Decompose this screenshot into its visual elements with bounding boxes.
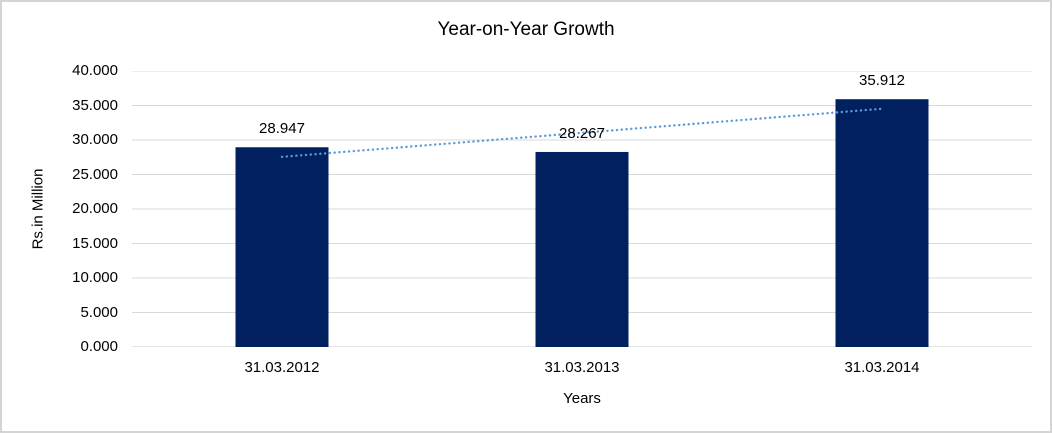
y-tick-label: 30.000 [72, 131, 118, 148]
x-tick-label: 31.03.2014 [844, 359, 920, 376]
bar-value-label: 28.267 [559, 124, 605, 142]
x-tick-label: 31.03.2013 [544, 359, 620, 376]
x-tick-label: 31.03.2012 [244, 359, 320, 376]
y-tick-label: 10.000 [72, 269, 118, 286]
x-axis-title: Years [563, 390, 601, 407]
y-tick-label: 5.000 [80, 303, 118, 321]
trendline [280, 107, 884, 159]
chart-title: Year-on-Year Growth [437, 19, 615, 40]
bar-value-label: 35.912 [859, 72, 905, 90]
y-tick-label: 25.000 [72, 165, 118, 183]
bar-31.03.2013 [535, 151, 629, 347]
bar-31.03.2012 [235, 147, 329, 347]
y-tick-label: 20.000 [72, 200, 118, 217]
plot-area [132, 71, 1032, 347]
bar-31.03.2014 [835, 99, 929, 347]
y-tick-label: 15.000 [72, 234, 118, 252]
bar-value-label: 28.947 [259, 120, 305, 138]
y-tick-label: 0.000 [80, 338, 118, 355]
y-tick-label: 40.000 [72, 62, 118, 79]
y-tick-label: 35.000 [72, 96, 118, 114]
